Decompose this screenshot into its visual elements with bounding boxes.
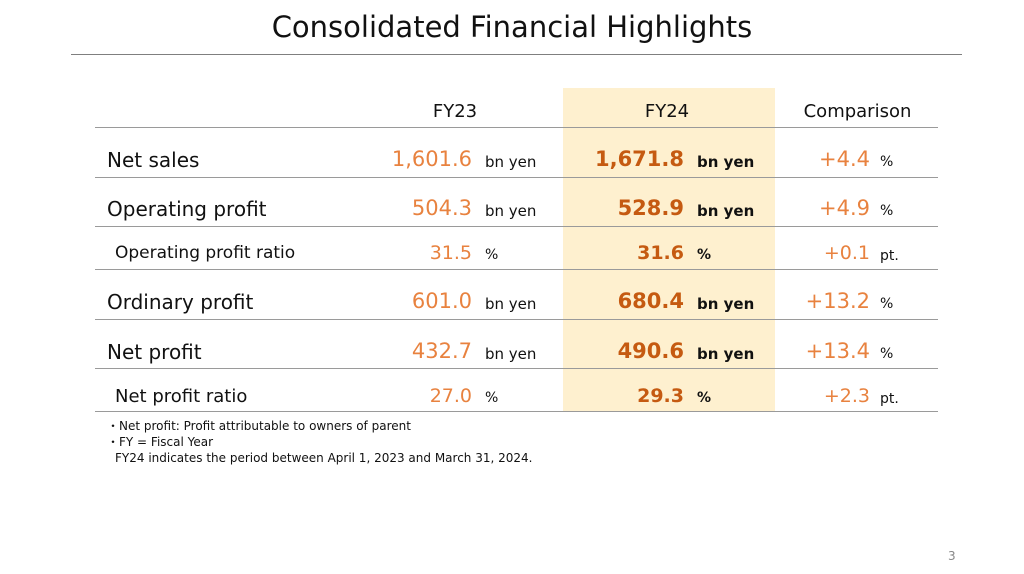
row-label: Net sales — [107, 148, 200, 172]
row-divider — [95, 368, 938, 369]
fy23-unit: bn yen — [485, 345, 537, 363]
fy23-value: 504.3 — [411, 196, 472, 220]
row-divider — [95, 177, 938, 178]
row-label: Operating profit ratio — [115, 243, 296, 263]
fy24-unit: bn yen — [697, 345, 755, 363]
comparison-unit: % — [880, 154, 894, 170]
fy23-unit: bn yen — [485, 202, 537, 220]
fy23-value: 27.0 — [429, 385, 472, 407]
header-fy24: FY24 — [644, 101, 690, 122]
comparison-value: +0.1 — [823, 242, 870, 264]
comparison-unit: pt. — [880, 248, 899, 264]
fy24-unit: % — [697, 390, 712, 406]
fy23-value: 1,601.6 — [391, 147, 472, 171]
fy24-unit: bn yen — [697, 153, 755, 171]
page-number: 3 — [948, 549, 956, 563]
row-divider — [95, 269, 938, 270]
fy24-unit: bn yen — [697, 202, 755, 220]
fy23-value: 601.0 — [411, 289, 472, 313]
comparison-value: +2.3 — [823, 385, 870, 407]
comparison-value: +13.2 — [805, 289, 870, 313]
fy24-unit: % — [697, 247, 712, 263]
header-fy23: FY23 — [432, 101, 478, 122]
row-divider — [95, 319, 938, 320]
fy23-value: 432.7 — [411, 339, 472, 363]
footnote-net-profit: ・Net profit: Profit attributable to owne… — [107, 419, 411, 433]
footnote-fy24-period: FY24 indicates the period between April … — [115, 451, 533, 465]
fy23-value: 31.5 — [429, 242, 472, 264]
row-label: Operating profit — [107, 197, 267, 221]
fy24-value: 680.4 — [617, 289, 684, 313]
fy24-value: 31.6 — [637, 242, 684, 264]
fy23-unit: % — [485, 390, 499, 406]
fy24-value: 490.6 — [617, 339, 684, 363]
row-label: Net profit — [107, 340, 202, 364]
comparison-unit: % — [880, 346, 894, 362]
header-rule — [95, 127, 938, 128]
comparison-value: +4.4 — [819, 147, 870, 171]
row-label: Ordinary profit — [107, 290, 254, 314]
footnote-fy: ・FY = Fiscal Year — [107, 435, 214, 449]
fy24-highlight-band — [563, 88, 775, 412]
comparison-value: +4.9 — [819, 196, 870, 220]
fy23-unit: bn yen — [485, 295, 537, 313]
header-comparison: Comparison — [803, 101, 912, 122]
comparison-unit: % — [880, 296, 894, 312]
slide-title: Consolidated Financial Highlights — [271, 10, 753, 44]
fy24-value: 528.9 — [617, 196, 684, 220]
row-label: Net profit ratio — [115, 386, 248, 407]
footnotes: ・Net profit: Profit attributable to owne… — [107, 418, 532, 466]
fy23-unit: % — [485, 247, 499, 263]
row-divider — [95, 226, 938, 227]
table-bottom-rule — [95, 411, 938, 412]
fy23-unit: bn yen — [485, 153, 537, 171]
comparison-unit: % — [880, 203, 894, 219]
fy24-value: 29.3 — [637, 385, 684, 407]
comparison-value: +13.4 — [805, 339, 870, 363]
title-divider — [71, 54, 962, 55]
comparison-unit: pt. — [880, 391, 899, 407]
fy24-value: 1,671.8 — [594, 147, 684, 171]
fy24-unit: bn yen — [697, 295, 755, 313]
